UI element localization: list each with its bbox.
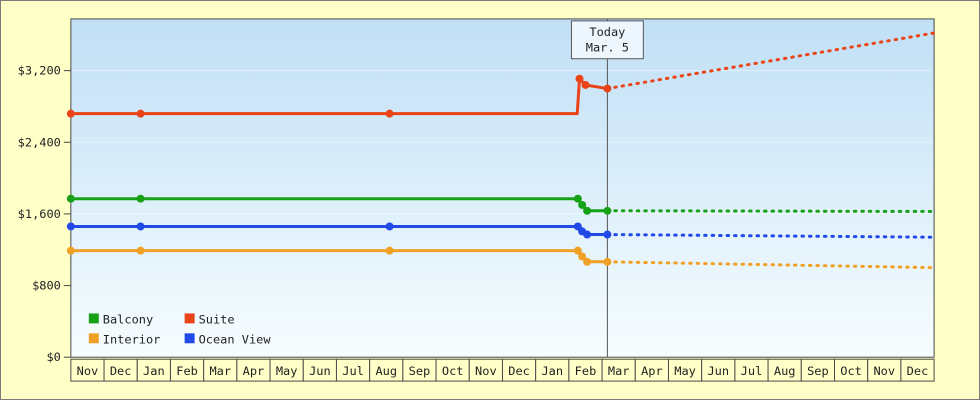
legend-item-ocean-view: Ocean View <box>184 332 272 346</box>
legend-label: Balcony <box>103 312 153 326</box>
x-axis-month-label: Aug <box>375 364 397 378</box>
data-point <box>603 257 612 266</box>
x-axis-month-label: Mar <box>209 364 231 378</box>
x-axis-month-label: Sep <box>807 364 829 378</box>
y-axis-tick-label: $800 <box>32 279 61 293</box>
data-point <box>66 194 75 203</box>
data-point <box>136 246 145 255</box>
data-point <box>136 109 145 118</box>
x-axis-month-label: Apr <box>243 364 265 378</box>
x-axis-month-label: Jun <box>309 364 331 378</box>
data-point <box>603 206 612 215</box>
x-axis-month-label: Jul <box>342 364 364 378</box>
series-forecast-interior <box>605 260 936 270</box>
x-axis-month-label: Sep <box>409 364 431 378</box>
x-axis-month-label: Nov <box>873 364 895 378</box>
x-axis-month-cell <box>900 358 935 382</box>
legend-swatch <box>184 313 195 324</box>
data-point <box>385 222 394 231</box>
x-axis-month-label: Oct <box>840 364 862 378</box>
y-axis-tick-label: $1,600 <box>18 207 61 221</box>
x-axis-month-label: Nov <box>475 364 497 378</box>
today-label-box <box>570 20 644 60</box>
legend-swatch <box>88 333 99 344</box>
x-axis-month-label: Jan <box>541 364 563 378</box>
data-point <box>581 80 590 89</box>
data-point <box>136 194 145 203</box>
data-point <box>573 194 582 203</box>
data-point <box>66 222 75 231</box>
series-forecast-ocean-view <box>605 233 936 239</box>
x-axis-month-label: Aug <box>774 364 796 378</box>
data-point <box>583 257 592 266</box>
data-point <box>573 246 582 255</box>
y-axis-tick-label: $0 <box>46 350 60 364</box>
legend-label: Interior <box>103 332 161 346</box>
data-point <box>578 252 587 261</box>
x-axis-month-label: Feb <box>575 364 597 378</box>
data-point <box>385 246 394 255</box>
legend-label: Ocean View <box>199 332 272 346</box>
x-axis-month-label: Jan <box>143 364 165 378</box>
legend-item-balcony: Balcony <box>88 312 153 326</box>
legend-swatch <box>88 313 99 324</box>
x-axis-month-label: May <box>674 364 696 378</box>
data-point <box>583 206 592 215</box>
y-axis-tick-label: $3,200 <box>18 64 61 78</box>
x-axis-month-label: Jun <box>707 364 729 378</box>
today-label-line1: Today <box>589 25 625 39</box>
plot-area <box>70 18 935 358</box>
legend-swatch <box>184 333 195 344</box>
x-axis-month-label: Dec <box>110 364 132 378</box>
x-axis-month-label: May <box>276 364 298 378</box>
data-point <box>578 200 587 209</box>
x-axis-month-label: Oct <box>442 364 464 378</box>
x-axis-month-label: Jul <box>741 364 763 378</box>
data-point <box>66 246 75 255</box>
series-forecast-suite <box>605 31 936 91</box>
data-point <box>583 230 592 239</box>
data-point <box>603 230 612 239</box>
data-point <box>66 109 75 118</box>
legend-label: Suite <box>199 312 235 326</box>
x-axis-month-label: Feb <box>176 364 198 378</box>
legend-item-interior: Interior <box>88 332 161 346</box>
data-point <box>575 74 584 83</box>
x-axis-month-label: Dec <box>508 364 530 378</box>
x-axis-month-label: Mar <box>608 364 630 378</box>
series-forecast-balcony <box>605 209 936 213</box>
legend-item-suite: Suite <box>184 312 235 326</box>
today-label-line2: Mar. 5 <box>586 41 629 55</box>
x-axis-month-label: Nov <box>77 364 99 378</box>
data-point <box>603 84 612 93</box>
y-axis-tick-label: $2,400 <box>18 135 61 149</box>
data-point <box>385 109 394 118</box>
x-axis-month-label: Apr <box>641 364 663 378</box>
x-axis-month-label: Dec <box>907 364 929 378</box>
data-point <box>136 222 145 231</box>
